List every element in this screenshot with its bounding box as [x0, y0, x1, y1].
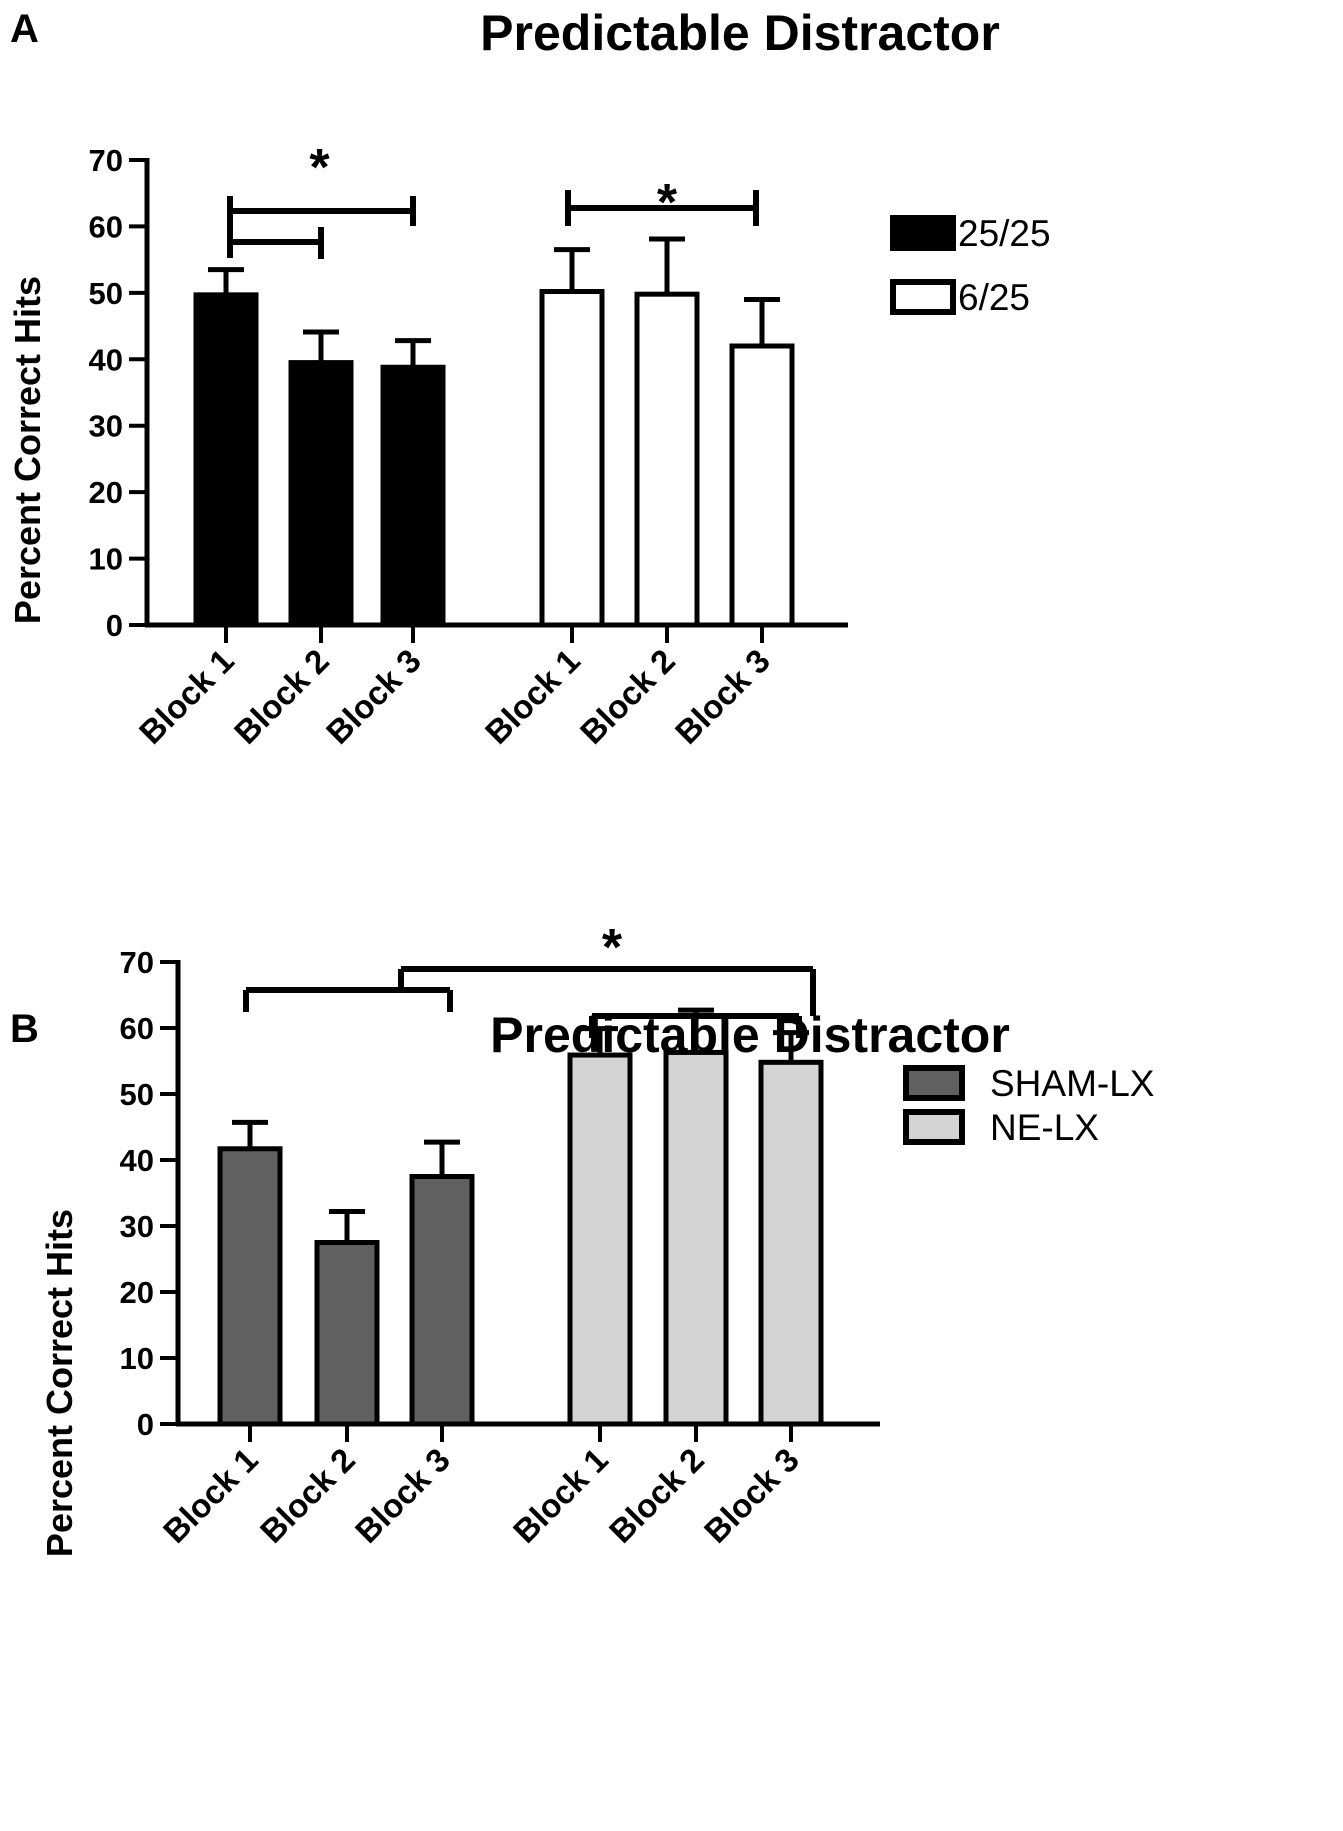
panel-b-y-tick-label: 70	[120, 945, 154, 980]
panel-a-sig-star: *	[309, 139, 330, 197]
panel-a-y-tick-label: 40	[89, 342, 123, 377]
panel-a-x-tick-label: Block 3	[319, 642, 428, 751]
panel-b-bar-ne-lx	[758, 1059, 824, 1427]
panel-b-bar-sham-lx	[409, 1174, 475, 1427]
panel-a-y-tick-label: 70	[89, 143, 123, 178]
panel-a-x-tick-label: Block 1	[478, 642, 587, 751]
panel-b-sig-star: *	[602, 919, 623, 977]
panel-b-bar-ne-lx	[567, 1052, 633, 1427]
panel-a-bar-6-25	[539, 289, 605, 628]
panel-b-x-tick-label: Block 1	[506, 1441, 615, 1550]
panel-a-bar-25-25	[380, 364, 446, 628]
panel-a-y-tick-label: 10	[89, 542, 123, 577]
panel-a-x-tick-label: Block 2	[573, 642, 682, 751]
panel-a-bar-25-25	[193, 292, 259, 628]
panel-a-y-tick-label: 50	[89, 276, 123, 311]
panel-a-x-tick-label: Block 2	[227, 642, 336, 751]
panel-b-y-tick-label: 0	[137, 1407, 154, 1442]
panel-b-legend-label: SHAM-LX	[990, 1063, 1154, 1104]
panel-b-y-tick-label: 60	[120, 1011, 154, 1046]
panel-b-legend-swatch	[903, 1109, 965, 1145]
panel-b-x-tick-label: Block 2	[253, 1441, 362, 1550]
panel-b-legend-swatch	[903, 1065, 965, 1101]
panel-a-legend-swatch	[890, 215, 956, 251]
panel-a-bar-6-25	[634, 291, 700, 628]
panel-b-x-tick-label: Block 3	[697, 1441, 806, 1550]
panel-a-y-tick-label: 0	[106, 608, 123, 643]
panel-a-legend-swatch	[890, 279, 956, 315]
panel-b-bar-sham-lx	[314, 1240, 380, 1427]
panel-b-legend-label: NE-LX	[990, 1107, 1099, 1148]
panel-b-y-axis-label: Percent Correct Hits	[39, 1209, 80, 1557]
panel-a-y-tick-label: 30	[89, 409, 123, 444]
panel-a-x-tick-label: Block 3	[668, 642, 777, 751]
panel-a-y-tick-label: 20	[89, 475, 123, 510]
panel-b-bar-ne-lx	[663, 1049, 729, 1427]
panel-b-y-tick-label: 40	[120, 1143, 154, 1178]
panel-a-legend-label: 25/25	[958, 213, 1051, 254]
panel-a-legend-label: 6/25	[958, 277, 1030, 318]
panel-a-y-axis-label: Percent Correct Hits	[7, 276, 48, 624]
panel-b-y-tick-label: 10	[120, 1341, 154, 1376]
panel-b-y-tick-label: 50	[120, 1077, 154, 1112]
panel-b-y-tick-label: 30	[120, 1209, 154, 1244]
panel-a-title: Predictable Distractor	[480, 5, 1000, 61]
panel-a-y-tick-label: 60	[89, 209, 123, 244]
panel-a-bar-6-25	[729, 343, 795, 628]
panel-b-bar-sham-lx	[217, 1146, 283, 1427]
panel-b-x-tick-label: Block 3	[348, 1441, 457, 1550]
panel-a-sig-star: *	[657, 174, 678, 232]
panel-a-bar-25-25	[288, 360, 354, 628]
panel-letter-a: A	[10, 7, 39, 51]
panel-letter-b: B	[10, 1007, 39, 1051]
panel-a-x-tick-label: Block 1	[132, 642, 241, 751]
panel-b-x-tick-label: Block 1	[156, 1441, 265, 1550]
panel-b-x-tick-label: Block 2	[602, 1441, 711, 1550]
panel-b-y-tick-label: 20	[120, 1275, 154, 1310]
